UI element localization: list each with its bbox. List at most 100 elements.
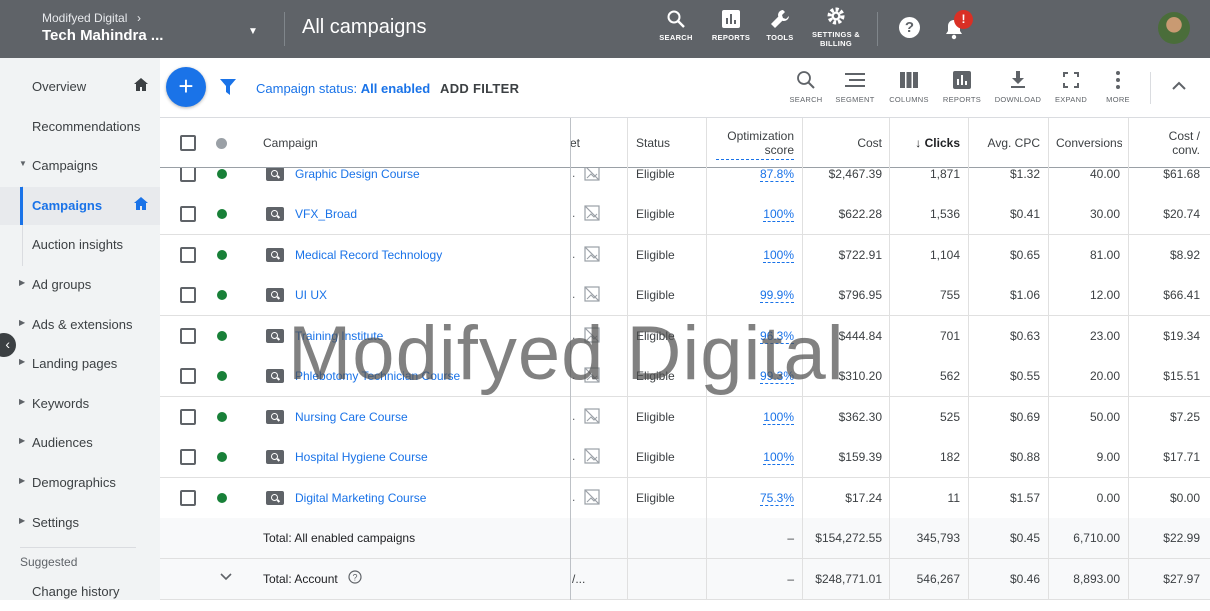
sidebar-item-campaigns[interactable]: Campaigns xyxy=(0,187,160,225)
row-checkbox[interactable] xyxy=(180,409,196,425)
enabled-status-dot[interactable] xyxy=(217,452,227,462)
reports-tool-button[interactable]: REPORTS xyxy=(932,69,992,104)
optimization-score-link[interactable]: 100% xyxy=(763,248,794,263)
campaign-name-link[interactable]: Training Institute xyxy=(295,329,384,343)
campaign-name-link[interactable]: Digital Marketing Course xyxy=(295,491,427,505)
filter-icon[interactable] xyxy=(220,79,236,100)
header-campaign[interactable]: Campaign xyxy=(263,136,318,150)
row-checkbox[interactable] xyxy=(180,368,196,384)
collapse-sidebar-button[interactable]: ‹ xyxy=(0,333,16,357)
sidebar-item-landing-pages[interactable]: ▶ Landing pages xyxy=(0,345,160,383)
sidebar-item-ads-extensions[interactable]: ▶ Ads & extensions xyxy=(0,306,160,344)
campaign-name-link[interactable]: Nursing Care Course xyxy=(295,410,408,424)
select-all-checkbox[interactable] xyxy=(180,135,196,151)
optimization-score-link[interactable]: 100% xyxy=(763,450,794,465)
optimization-score[interactable]: 100% xyxy=(708,248,794,263)
header-clicks[interactable]: ↓ Clicks xyxy=(898,136,960,150)
row-checkbox[interactable] xyxy=(180,206,196,222)
dropdown-arrow-icon[interactable]: ▼ xyxy=(248,26,258,37)
enabled-status-dot[interactable] xyxy=(217,209,227,219)
cell-clicks: 1,871 xyxy=(929,167,960,181)
account-switcher[interactable]: Modifyed Digital Tech Mahindra ... xyxy=(42,11,163,44)
campaign-name-link[interactable]: UI UX xyxy=(295,288,328,302)
chevron-up-icon[interactable] xyxy=(1172,78,1186,96)
avatar[interactable] xyxy=(1158,12,1190,44)
table-row[interactable]: UI UX. Eligible 99.9% $796.95 755 $1.06 12.00… xyxy=(160,275,1210,316)
columns-button[interactable]: COLUMNS xyxy=(879,69,939,104)
header-cost-per-conv[interactable]: Cost / conv. xyxy=(1138,129,1200,157)
header-avg-cpc[interactable]: Avg. CPC xyxy=(987,136,1040,150)
table-row[interactable]: Nursing Care Course. Eligible 100% $362.30… xyxy=(160,397,1210,438)
sidebar-item-auction-insights[interactable]: Auction insights xyxy=(0,226,160,264)
row-checkbox[interactable] xyxy=(180,490,196,506)
sidebar-item-campaigns-group[interactable]: ▼ Campaigns xyxy=(0,147,160,185)
chevron-down-icon[interactable] xyxy=(220,570,232,584)
sidebar-item-settings[interactable]: ▶ Settings xyxy=(0,504,160,542)
table-row[interactable]: Hospital Hygiene Course. Eligible 100% $15… xyxy=(160,437,1210,478)
optimization-score-link[interactable]: 96.3% xyxy=(759,329,794,344)
enabled-status-dot[interactable] xyxy=(217,290,227,300)
table-row[interactable]: Digital Marketing Course. Eligible 75.3% $… xyxy=(160,478,1210,519)
expand-button[interactable]: EXPAND xyxy=(1041,69,1101,104)
sidebar-item-audiences[interactable]: ▶ Audiences xyxy=(0,424,160,462)
campaign-status-filter[interactable]: Campaign status: All enabled xyxy=(256,81,430,96)
settings-billing-button[interactable]: SETTINGS & BILLING xyxy=(810,5,862,48)
row-checkbox[interactable] xyxy=(180,247,196,263)
header-conversions[interactable]: Conversions xyxy=(1056,136,1122,150)
optimization-score-link[interactable]: 99.3% xyxy=(759,369,794,384)
optimization-score-link[interactable]: 87.8% xyxy=(759,167,794,182)
campaign-name-link[interactable]: Hospital Hygiene Course xyxy=(295,450,428,464)
optimization-score[interactable]: 96.3% xyxy=(708,329,794,344)
campaign-name-link[interactable]: Medical Record Technology xyxy=(295,248,443,262)
optimization-score[interactable]: 100% xyxy=(708,207,794,222)
add-filter-button[interactable]: ADD FILTER xyxy=(440,81,520,96)
segment-button[interactable]: SEGMENT xyxy=(825,69,885,104)
optimization-score[interactable]: 100% xyxy=(708,410,794,425)
campaign-name-link[interactable]: Graphic Design Course xyxy=(295,167,420,181)
enabled-status-dot[interactable] xyxy=(217,169,227,179)
optimization-score-link[interactable]: 75.3% xyxy=(759,491,794,506)
enabled-status-dot[interactable] xyxy=(217,493,227,503)
more-button[interactable]: MORE xyxy=(1088,69,1148,104)
enabled-status-dot[interactable] xyxy=(217,250,227,260)
optimization-score[interactable]: 87.8% xyxy=(708,167,794,182)
sidebar-item-ad-groups[interactable]: ▶ Ad groups xyxy=(0,266,160,304)
table-row[interactable]: Phlebotomy Technician Course. Eligible 99… xyxy=(160,356,1210,397)
table-row[interactable]: VFX_Broad. Eligible 100% $622.28 1,536 $0.41… xyxy=(160,194,1210,235)
sidebar-item-demographics[interactable]: ▶ Demographics xyxy=(0,464,160,502)
row-checkbox[interactable] xyxy=(180,287,196,303)
sidebar-item-keywords[interactable]: ▶ Keywords xyxy=(0,385,160,423)
header-status[interactable]: Status xyxy=(636,136,671,150)
reports-button[interactable]: REPORTS xyxy=(709,8,753,42)
row-checkbox[interactable] xyxy=(180,166,196,182)
search-tool-button[interactable]: SEARCH xyxy=(776,69,836,104)
enabled-status-dot[interactable] xyxy=(217,371,227,381)
row-checkbox[interactable] xyxy=(180,449,196,465)
optimization-score-link[interactable]: 100% xyxy=(763,207,794,222)
optimization-score-link[interactable]: 100% xyxy=(763,410,794,425)
optimization-score[interactable]: 100% xyxy=(708,450,794,465)
campaign-name-link[interactable]: VFX_Broad xyxy=(295,207,358,221)
help-outline-icon[interactable]: ? xyxy=(348,570,362,587)
optimization-score[interactable]: 75.3% xyxy=(708,491,794,506)
header-optimization-score[interactable]: Optimization score xyxy=(708,129,794,160)
search-button[interactable]: SEARCH xyxy=(656,8,696,42)
help-icon[interactable]: ? xyxy=(899,17,920,38)
add-campaign-button[interactable]: + xyxy=(166,67,206,107)
download-button[interactable]: DOWNLOAD xyxy=(988,69,1048,104)
campaign-name-link[interactable]: Phlebotomy Technician Course xyxy=(295,369,461,383)
optimization-score-link[interactable]: 99.9% xyxy=(759,288,794,303)
enabled-status-dot[interactable] xyxy=(217,412,227,422)
table-row[interactable]: Medical Record Technology. Eligible 100% $… xyxy=(160,235,1210,276)
optimization-score[interactable]: 99.9% xyxy=(708,288,794,303)
header-budget[interactable]: et xyxy=(570,136,581,150)
optimization-score[interactable]: 99.3% xyxy=(708,369,794,384)
tools-button[interactable]: TOOLS xyxy=(762,8,798,42)
sidebar-item-change-history[interactable]: Change history xyxy=(0,573,160,611)
header-cost[interactable]: Cost xyxy=(857,136,882,150)
table-row[interactable]: Training Institute. Eligible 96.3% $444.84… xyxy=(160,316,1210,357)
enabled-status-dot[interactable] xyxy=(217,331,227,341)
sidebar-item-recommendations[interactable]: Recommendations xyxy=(0,108,160,146)
row-checkbox[interactable] xyxy=(180,328,196,344)
sidebar-item-overview[interactable]: Overview xyxy=(0,68,160,106)
